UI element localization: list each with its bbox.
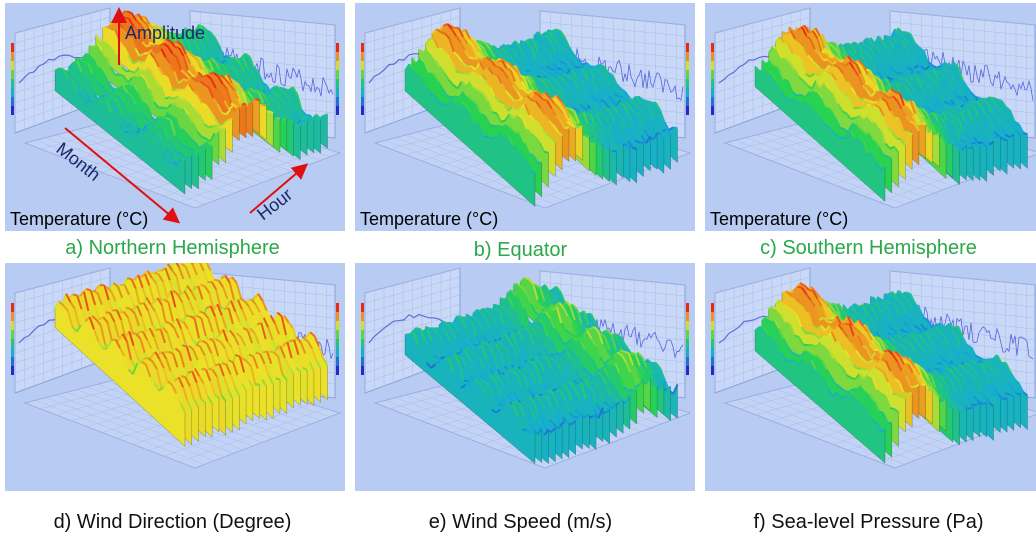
caption-b: b) Equator	[473, 239, 568, 261]
surface-chart-b: Temperature (°C)	[360, 7, 692, 229]
hour-arrow	[249, 163, 309, 214]
panel-f	[705, 263, 1036, 491]
surface	[54, 263, 329, 447]
month-arrow	[64, 127, 181, 224]
surface-chart-d	[11, 263, 342, 469]
caption-c: c) Southern Hemisphere	[760, 237, 977, 259]
panel-e	[355, 263, 695, 491]
amplitude-label: Amplitude	[125, 23, 205, 43]
panel-c: Temperature (°C)	[705, 3, 1036, 231]
caption-e: e) Wind Speed (m/s)	[428, 511, 613, 533]
surface	[754, 282, 1029, 464]
caption-f: f) Sea-level Pressure (Pa)	[753, 511, 984, 533]
panel-a: Temperature (°C) Amplitude Month Hour	[5, 3, 345, 231]
y-axis-label: Temperature (°C)	[360, 209, 498, 229]
surface-chart-f	[711, 267, 1036, 469]
surface	[404, 22, 678, 207]
surface	[404, 276, 679, 464]
surface	[754, 24, 1028, 202]
caption-a: a) Northern Hemisphere	[65, 237, 280, 259]
surface-chart-c: Temperature (°C)	[710, 7, 1036, 229]
panel-b: Temperature (°C)	[355, 3, 695, 231]
y-axis-label: Temperature (°C)	[710, 209, 848, 229]
panel-d	[5, 263, 345, 491]
hour-label: Hour	[253, 184, 296, 224]
caption-d: d) Wind Direction (Degree)	[53, 511, 292, 533]
surface	[54, 10, 328, 195]
surface-chart-e	[361, 267, 692, 469]
y-axis-label: Temperature (°C)	[10, 209, 148, 229]
